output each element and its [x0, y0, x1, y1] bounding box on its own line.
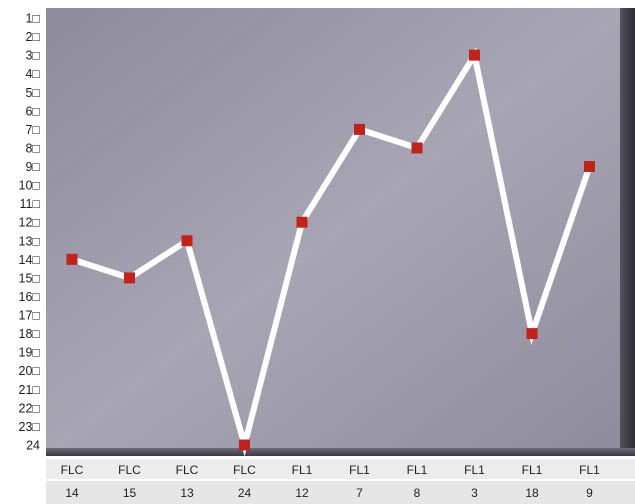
y-tick-label: 8□	[25, 141, 40, 155]
plot-texture	[46, 8, 628, 452]
data-point-marker	[526, 328, 538, 340]
y-tick-label: 5□	[25, 86, 40, 100]
x-tick-label-top: FL1	[407, 463, 428, 477]
y-tick-label: 23□	[19, 420, 41, 434]
x-tick-label-top: FL1	[464, 463, 485, 477]
x-tick-label-bottom: 18	[525, 486, 539, 500]
data-point-marker	[66, 253, 78, 265]
x-tick-label-top: FL1	[579, 463, 600, 477]
x-tick-label-top: FLC	[233, 463, 256, 477]
y-tick-label: 18□	[19, 327, 41, 341]
x-tick-label-bottom: 8	[414, 486, 421, 500]
x-tick-label-top: FL1	[292, 463, 313, 477]
data-point-marker	[469, 49, 480, 61]
y-tick-label: 17□	[19, 309, 41, 323]
x-tick-label-bottom: 12	[295, 486, 309, 500]
series-layer	[66, 47, 595, 457]
x-label-band-top	[46, 459, 635, 479]
x-tick-label-top: FLC	[61, 463, 84, 477]
data-point-marker	[239, 439, 250, 451]
x-tick-label-top: FLC	[176, 463, 199, 477]
plot-bottom-edge	[46, 448, 635, 456]
y-tick-label: 1□	[25, 12, 40, 26]
y-tick-label: 21□	[19, 383, 41, 397]
x-axis-ticks: FLC 14 FLC 15 FLC 13 FLC 24 FL1 12 FL1 7 FL1 8 FL1 3 FL1…	[61, 463, 600, 500]
y-tick-label: 14□	[19, 253, 41, 267]
x-tick-label-top: FL1	[522, 463, 543, 477]
y-tick-label: 11□	[19, 197, 40, 211]
x-tick-label-bottom: 13	[180, 486, 194, 500]
x-tick-label-bottom: 7	[356, 486, 363, 500]
y-tick-label: 3□	[25, 49, 40, 63]
y-tick-label: 4□	[25, 67, 40, 81]
y-tick-label: 22□	[19, 401, 41, 415]
y-tick-label: 2□	[25, 30, 40, 44]
data-point-marker	[181, 235, 193, 247]
x-tick-label-bottom: 3	[471, 486, 478, 500]
x-tick-label-top: FL1	[349, 463, 370, 477]
y-tick-label: 15□	[19, 271, 41, 285]
x-label-band-bottom	[46, 481, 635, 504]
y-tick-label: 19□	[19, 346, 41, 360]
y-tick-label: 12□	[19, 216, 41, 230]
x-tick-label-bottom: 14	[65, 486, 79, 500]
series-line	[71, 47, 593, 457]
y-axis-ticks: 1□ 2□ 3□ 4□ 5□ 6□ 7□ 8□ 9□ 10□ 11□ 12□ 13□ 14□ 15□ 16□ 1…	[19, 12, 41, 453]
data-point-marker	[124, 272, 135, 284]
y-tick-label: 7□	[25, 123, 40, 137]
data-point-marker	[296, 216, 308, 228]
y-tick-label: 9□	[25, 160, 40, 174]
y-tick-label: 20□	[19, 364, 41, 378]
y-tick-label: 10□	[19, 179, 41, 193]
x-tick-label-top: FLC	[118, 463, 141, 477]
y-tick-label: 24	[26, 439, 40, 453]
plot-right-edge	[620, 8, 635, 452]
y-tick-label: 16□	[19, 290, 41, 304]
data-point-marker	[354, 123, 365, 135]
x-tick-label-bottom: 15	[123, 486, 137, 500]
y-tick-label: 6□	[25, 104, 40, 118]
data-point-marker	[584, 161, 595, 173]
x-tick-label-bottom: 24	[238, 486, 252, 500]
y-tick-label: 13□	[19, 234, 41, 248]
data-point-marker	[411, 142, 423, 154]
x-tick-label-bottom: 9	[586, 486, 593, 500]
